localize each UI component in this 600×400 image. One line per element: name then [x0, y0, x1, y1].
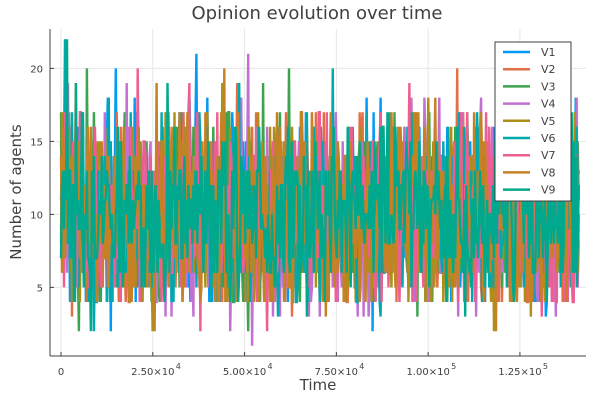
x-tick-exponent: 5 — [543, 362, 548, 371]
y-axis-label: Number of agents — [7, 124, 25, 260]
legend: V1 V2 V3 V4 V5 V6 V7 V8 V9 — [494, 41, 572, 202]
y-ticks: 5 10 15 20 — [30, 64, 54, 294]
legend-label: V3 — [541, 80, 556, 93]
x-tick-exponent: 4 — [176, 362, 181, 371]
chart-title: Opinion evolution over time — [191, 3, 442, 24]
x-tick-label: 1.00×10 — [406, 367, 449, 378]
legend-label: V9 — [541, 184, 556, 197]
legend-label: V7 — [541, 149, 556, 162]
legend-label: V1 — [541, 46, 556, 59]
x-tick-exponent: 4 — [268, 362, 273, 371]
x-tick-label: 2.50×10 — [131, 367, 174, 378]
x-tick-label: 5.00×10 — [223, 367, 266, 378]
axes — [49, 29, 586, 357]
x-tick-label: 0 — [58, 367, 64, 378]
y-tick-label: 10 — [30, 210, 43, 221]
x-ticks: 0 2.50×1045.00×1047.50×1041.00×1051.25×10… — [58, 352, 548, 378]
series-group — [59, 39, 580, 346]
legend-label: V8 — [541, 166, 556, 179]
x-tick-label: 7.50×10 — [315, 367, 358, 378]
x-tick-exponent: 4 — [359, 362, 364, 371]
series-line-v9 — [59, 39, 580, 332]
y-tick-label: 15 — [30, 137, 43, 148]
legend-label: V2 — [541, 63, 556, 76]
legend-label: V5 — [541, 115, 556, 128]
y-tick-label: 20 — [30, 64, 43, 75]
legend-label: V6 — [541, 132, 556, 145]
legend-label: V4 — [541, 98, 556, 111]
x-axis-label: Time — [299, 376, 337, 394]
x-tick-exponent: 5 — [451, 362, 456, 371]
x-tick-label: 1.25×10 — [498, 367, 541, 378]
y-tick-label: 5 — [37, 283, 43, 294]
